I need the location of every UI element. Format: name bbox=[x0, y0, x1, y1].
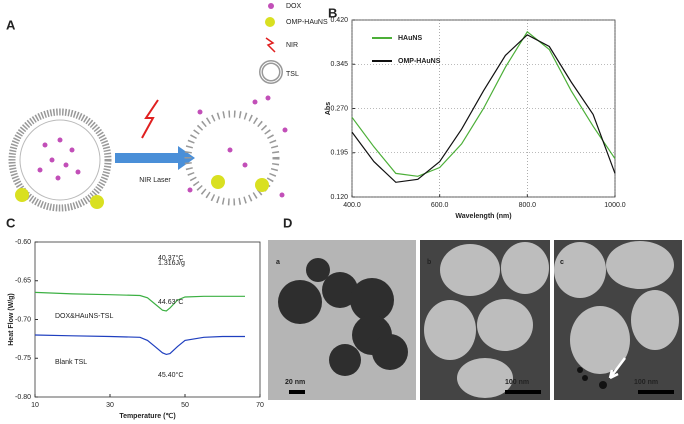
scale-text: 100 nm bbox=[505, 379, 529, 386]
y-tick-label: 0.345 bbox=[330, 61, 348, 68]
scheme: DOX OMP-HAuNS NIR TSL NIR Laser bbox=[8, 3, 328, 212]
y-tick-label: 0.420 bbox=[330, 17, 348, 24]
scale-text: 100 nm bbox=[634, 379, 658, 386]
vesicles bbox=[424, 242, 549, 398]
x-tick-label: 70 bbox=[256, 402, 264, 409]
legend-text: TSL bbox=[286, 71, 299, 78]
y-tick-label: -0.65 bbox=[15, 278, 31, 285]
y-tick-label: -0.80 bbox=[15, 394, 31, 401]
x-tick-label: 50 bbox=[181, 402, 189, 409]
y-tick-label: -0.70 bbox=[15, 316, 31, 323]
nir-icon bbox=[265, 37, 276, 53]
arrow bbox=[608, 357, 626, 380]
series-label: Blank TSL bbox=[55, 359, 87, 366]
vesicles bbox=[554, 241, 679, 374]
series-line bbox=[34, 291, 245, 312]
y-tick-label: -0.75 bbox=[15, 355, 31, 362]
image-label: c bbox=[560, 259, 564, 266]
dox-icon bbox=[268, 3, 274, 9]
series-line bbox=[351, 34, 616, 183]
x-tick-label: 600.0 bbox=[431, 202, 449, 209]
liposome bbox=[8, 108, 112, 212]
legend-text: NIR bbox=[286, 42, 298, 49]
series-label: DOX&HAuNS-TSL bbox=[55, 313, 113, 320]
particles bbox=[278, 258, 408, 376]
scale-bar bbox=[505, 390, 541, 394]
x-tick-label: 10 bbox=[31, 402, 39, 409]
haums bbox=[255, 178, 269, 192]
series-line bbox=[351, 30, 616, 177]
legend-label: HAuNS bbox=[398, 35, 422, 42]
micrographs: a b c 20 nm 100 nm 100 nm bbox=[268, 240, 682, 400]
scale-bar bbox=[638, 390, 674, 394]
x-axis-label: Temperature (℃) bbox=[119, 412, 175, 420]
annotation: 40.37°C bbox=[158, 254, 183, 262]
y-tick-label: 0.195 bbox=[330, 150, 348, 157]
y-tick-label: 0.270 bbox=[330, 105, 348, 112]
x-tick-label: 1000.0 bbox=[604, 202, 626, 209]
y-axis-label: Abs bbox=[325, 102, 332, 115]
legend-text: DOX bbox=[286, 3, 302, 10]
x-axis-label: Wavelength (nm) bbox=[455, 213, 511, 220]
x-tick-label: 400.0 bbox=[343, 202, 361, 209]
nanoparticles bbox=[577, 367, 607, 389]
broken-liposome bbox=[184, 110, 280, 206]
scale-text: 20 nm bbox=[285, 379, 305, 386]
liposome-core bbox=[19, 119, 101, 201]
annotation: 44.63°C bbox=[158, 298, 183, 306]
panel-label: D bbox=[283, 215, 292, 230]
panel-label: A bbox=[6, 17, 16, 32]
x-tick-label: 800.0 bbox=[519, 202, 537, 209]
annotation: 1.316J/g bbox=[158, 260, 185, 267]
haums-icon bbox=[265, 17, 275, 27]
panel-label: C bbox=[6, 215, 16, 230]
x-tick-label: 30 bbox=[106, 402, 114, 409]
legend-text: OMP-HAuNS bbox=[286, 19, 328, 26]
haums bbox=[15, 188, 29, 202]
image-label: b bbox=[427, 259, 431, 266]
panel-label: B bbox=[328, 5, 337, 20]
haums bbox=[211, 175, 225, 189]
annotation: 45.40°C bbox=[158, 371, 183, 379]
y-tick-label: -0.60 bbox=[15, 239, 31, 246]
haums bbox=[90, 195, 104, 209]
scale-bar bbox=[289, 390, 305, 394]
released-dox bbox=[187, 95, 288, 198]
arrow-label: NIR Laser bbox=[139, 177, 171, 184]
laser bbox=[141, 99, 159, 139]
series-line bbox=[34, 334, 245, 356]
arrow bbox=[115, 146, 195, 170]
y-tick-label: 0.120 bbox=[330, 194, 348, 201]
legend-label: OMP-HAuNS bbox=[398, 58, 441, 65]
dox-dots bbox=[37, 137, 81, 181]
tsl-icon bbox=[260, 61, 282, 83]
image-label: a bbox=[276, 259, 280, 266]
y-axis-label: Heat Flow (W/g) bbox=[8, 293, 15, 346]
